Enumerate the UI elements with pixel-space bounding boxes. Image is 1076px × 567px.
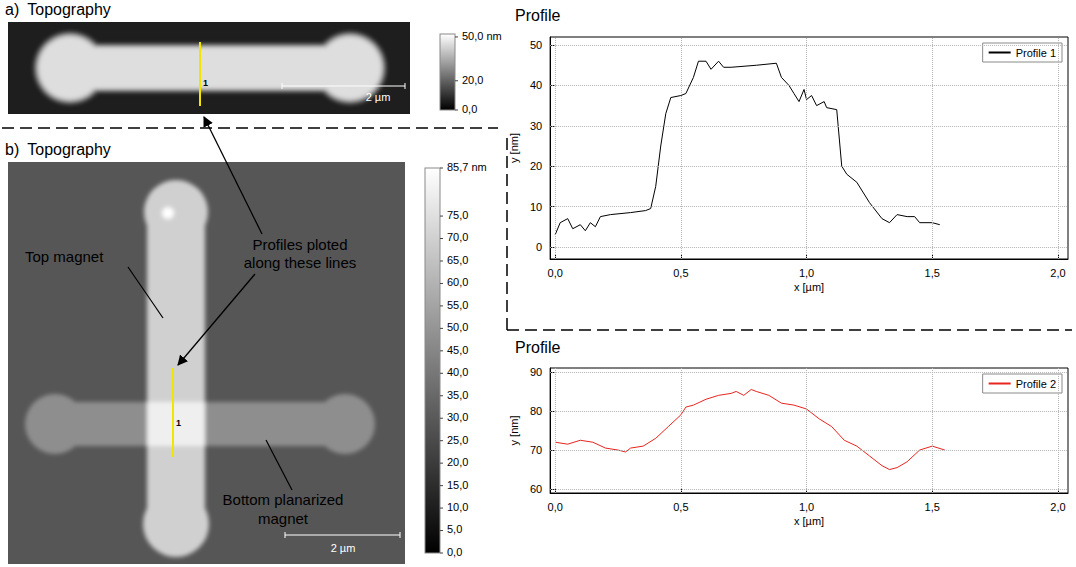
svg-text:Profiles ploted: Profiles ploted: [252, 236, 347, 253]
svg-text:1,0: 1,0: [799, 267, 814, 279]
svg-text:Top magnet: Top magnet: [25, 248, 104, 265]
svg-text:60: 60: [530, 483, 542, 495]
svg-text:80: 80: [530, 405, 542, 417]
svg-text:Profile 2: Profile 2: [1016, 378, 1056, 390]
svg-text:y [nm]: y [nm]: [508, 416, 520, 446]
svg-text:20,0: 20,0: [462, 74, 483, 86]
svg-text:2 µm: 2 µm: [331, 542, 356, 554]
svg-text:35,0: 35,0: [447, 389, 468, 401]
svg-text:30: 30: [530, 120, 542, 132]
svg-text:50: 50: [530, 39, 542, 51]
svg-text:55,0: 55,0: [447, 299, 468, 311]
svg-text:0,0: 0,0: [548, 501, 563, 513]
svg-text:70,0: 70,0: [447, 231, 468, 243]
svg-text:0: 0: [536, 241, 542, 253]
svg-text:Bottom planarized: Bottom planarized: [223, 491, 344, 508]
svg-text:45,0: 45,0: [447, 344, 468, 356]
svg-text:30,0: 30,0: [447, 411, 468, 423]
svg-text:10: 10: [530, 201, 542, 213]
svg-text:1: 1: [203, 78, 208, 88]
svg-text:20,0: 20,0: [447, 456, 468, 468]
svg-text:15,0: 15,0: [447, 479, 468, 491]
svg-text:0,5: 0,5: [673, 267, 688, 279]
svg-text:0,0: 0,0: [462, 103, 477, 115]
svg-text:60,0: 60,0: [447, 276, 468, 288]
svg-text:65,0: 65,0: [447, 254, 468, 266]
svg-text:x [µm]: x [µm]: [794, 281, 824, 293]
svg-text:85,7 nm: 85,7 nm: [447, 161, 487, 173]
svg-text:1,0: 1,0: [799, 501, 814, 513]
svg-text:2 µm: 2 µm: [366, 91, 391, 103]
svg-text:a)Topography: a)Topography: [5, 1, 111, 18]
svg-text:y [nm]: y [nm]: [508, 133, 520, 163]
svg-text:1,5: 1,5: [925, 267, 940, 279]
svg-text:0,0: 0,0: [548, 267, 563, 279]
svg-text:70: 70: [530, 444, 542, 456]
svg-text:25,0: 25,0: [447, 434, 468, 446]
svg-text:2,0: 2,0: [1050, 267, 1065, 279]
svg-text:5,0: 5,0: [447, 523, 462, 535]
svg-text:50,0 nm: 50,0 nm: [462, 30, 502, 42]
svg-text:50,0: 50,0: [447, 321, 468, 333]
svg-text:0,0: 0,0: [447, 546, 462, 558]
svg-text:b)Topography: b)Topography: [5, 141, 111, 158]
svg-text:2,0: 2,0: [1050, 501, 1065, 513]
svg-text:20: 20: [530, 160, 542, 172]
svg-text:x [µm]: x [µm]: [794, 515, 824, 527]
svg-text:along these lines: along these lines: [244, 254, 357, 271]
svg-text:Profile: Profile: [515, 7, 560, 24]
svg-text:0,5: 0,5: [673, 501, 688, 513]
svg-text:10,0: 10,0: [447, 501, 468, 513]
svg-text:1: 1: [176, 418, 181, 428]
svg-text:magnet: magnet: [258, 510, 309, 527]
svg-text:40: 40: [530, 79, 542, 91]
svg-text:1,5: 1,5: [925, 501, 940, 513]
svg-text:90: 90: [530, 366, 542, 378]
svg-text:75,0: 75,0: [447, 209, 468, 221]
svg-text:Profile: Profile: [515, 339, 560, 356]
svg-text:40,0: 40,0: [447, 366, 468, 378]
svg-text:Profile 1: Profile 1: [1016, 47, 1056, 59]
